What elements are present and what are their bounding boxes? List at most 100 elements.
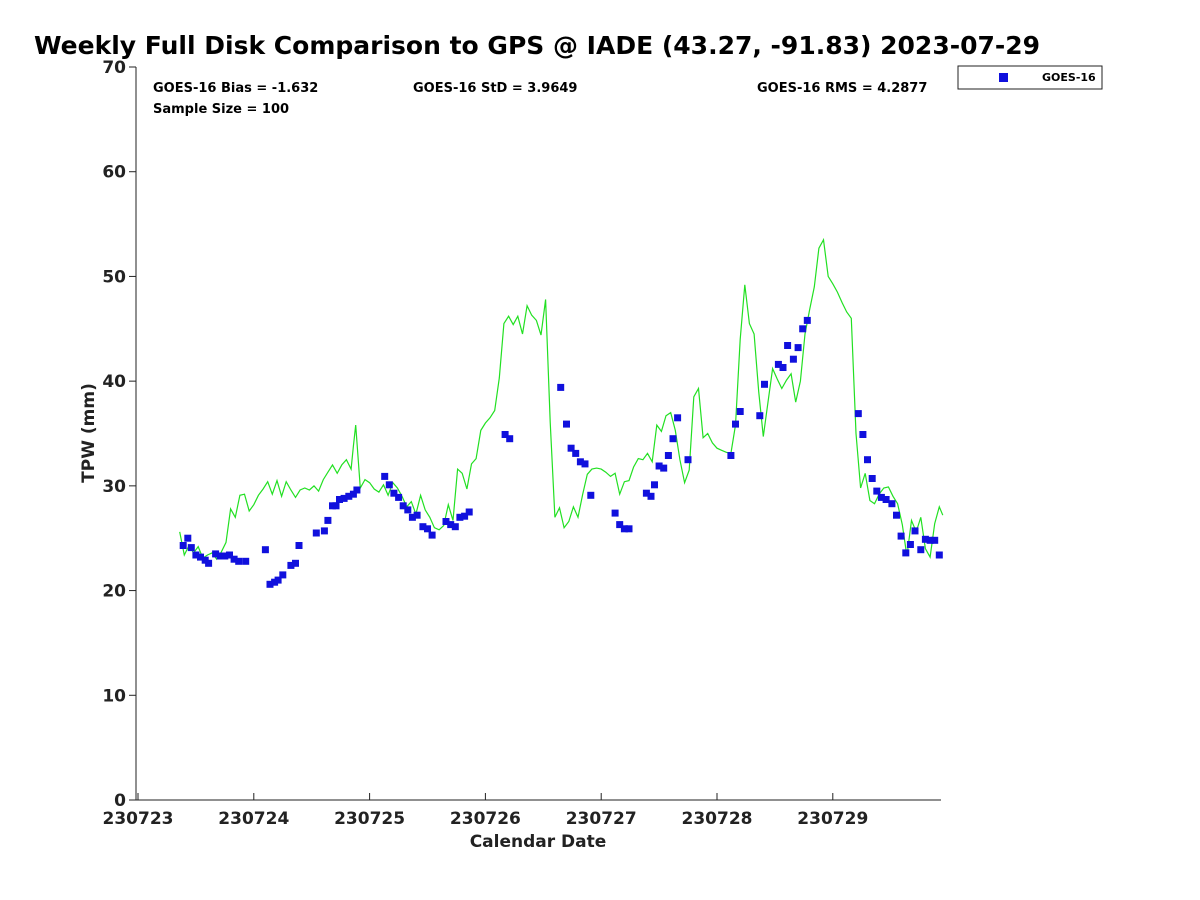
goes-16-point <box>184 534 192 542</box>
goes-16-point <box>390 489 398 497</box>
goes-16-point <box>897 532 905 540</box>
goes-16-point <box>424 525 431 533</box>
goes-16-point <box>882 496 890 503</box>
goes-16-point <box>864 456 871 464</box>
goes-16-point <box>581 460 589 468</box>
goes-16-point <box>655 462 663 470</box>
goes-16-point <box>501 431 509 438</box>
goes-16-point <box>340 494 348 502</box>
gps-series <box>179 237 944 561</box>
goes-16-point <box>205 559 213 567</box>
goes-16-point <box>395 493 403 501</box>
goes-16-point <box>399 502 407 510</box>
goes-16-point <box>756 412 764 420</box>
legend-label-goes-16: GOES-16 <box>1042 71 1096 84</box>
goes-16-point <box>784 342 792 349</box>
goes-16-point <box>616 521 624 529</box>
goes-16-point <box>572 449 580 457</box>
goes-16-point <box>587 491 595 499</box>
goes-16-point <box>230 555 238 563</box>
goes-16-point <box>385 481 393 489</box>
goes-16-point <box>911 527 919 535</box>
y-tick-label: 60 <box>102 163 126 183</box>
goes-16-point <box>266 580 274 588</box>
goes-16-point <box>625 525 633 533</box>
goes-16-point <box>461 512 469 520</box>
x-tick-label: 230726 <box>450 809 521 829</box>
legend-box <box>957 65 1103 90</box>
goes-16-point <box>794 344 802 352</box>
goes-16-point <box>902 549 910 557</box>
bias-stat: GOES-16 Bias = -1.632 <box>153 81 318 96</box>
x-tick-label: 230729 <box>797 809 868 829</box>
goes-16-point <box>279 571 287 579</box>
x-ticks: 230723 230724 230725 230726 230727 230728 2307… <box>103 793 868 829</box>
goes-16-point <box>669 435 677 443</box>
goes-16-point <box>292 559 299 567</box>
goes-16-point <box>447 521 455 529</box>
goes-16-point <box>212 550 220 558</box>
rms-stat: GOES-16 RMS = 4.2877 <box>757 81 927 96</box>
goes-16-point <box>799 325 807 333</box>
goes-16-point <box>287 561 295 569</box>
goes-16-point <box>324 516 332 524</box>
goes-16-point <box>935 551 943 559</box>
goes-16-point <box>906 541 914 548</box>
goes-16-point <box>888 500 896 508</box>
goes-16-point <box>854 410 862 418</box>
y-tick-label: 10 <box>102 686 126 706</box>
goes-16-point <box>868 475 876 482</box>
goes-16-series <box>179 316 943 588</box>
goes-16-point <box>620 525 628 533</box>
goes-16-point <box>295 542 303 549</box>
goes-16-point <box>381 472 389 480</box>
y-tick-label: 0 <box>114 791 126 811</box>
goes-16-point <box>736 408 744 415</box>
goes-16-point <box>642 489 650 497</box>
goes-16-point <box>664 452 672 459</box>
goes-16-point <box>192 551 200 559</box>
plot-area <box>136 67 941 800</box>
goes-16-point <box>320 527 328 535</box>
goes-16-point <box>442 518 450 525</box>
goes-16-point <box>647 492 655 500</box>
goes-16-point <box>567 444 575 452</box>
goes-16-point <box>684 456 692 464</box>
goes-16-point <box>197 553 204 561</box>
goes-16-point <box>727 452 735 459</box>
goes-16-point <box>413 511 421 519</box>
goes-16-point <box>353 486 361 494</box>
goes-16-point <box>789 355 797 363</box>
goes-16-point <box>187 544 195 552</box>
goes-16-point <box>803 316 811 324</box>
goes-16-point <box>456 513 464 521</box>
goes-16-point <box>312 529 320 537</box>
y-tick-label: 50 <box>102 267 126 287</box>
goes-16-point <box>779 364 787 371</box>
goes-16-point <box>873 487 881 495</box>
goes-16-point <box>893 511 900 519</box>
y-tick-label: 30 <box>102 477 126 497</box>
goes-16-point <box>404 506 412 514</box>
goes-16-point <box>563 420 570 428</box>
goes-16-point <box>428 531 436 539</box>
goes-16-point <box>660 464 668 472</box>
goes-16-point <box>651 481 658 489</box>
goes-16-point <box>274 576 282 584</box>
goes-16-point <box>732 420 739 428</box>
goes-16-point <box>557 383 565 391</box>
goes-16-point <box>451 523 459 531</box>
goes-16-point <box>226 551 233 559</box>
y-tick-label: 20 <box>102 582 126 602</box>
goes-16-point <box>261 546 269 554</box>
goes-16-point <box>761 380 768 388</box>
goes-16-point <box>611 509 619 517</box>
goes-16-point <box>216 552 224 560</box>
goes-16-point <box>419 523 427 531</box>
goes-16-point <box>465 508 473 516</box>
y-tick-label: 70 <box>102 58 126 78</box>
y-tick-label: 40 <box>102 372 126 392</box>
goes-16-point <box>576 458 584 466</box>
sample-size-stat: Sample Size = 100 <box>153 102 289 117</box>
std-stat: GOES-16 StD = 3.9649 <box>413 81 577 96</box>
